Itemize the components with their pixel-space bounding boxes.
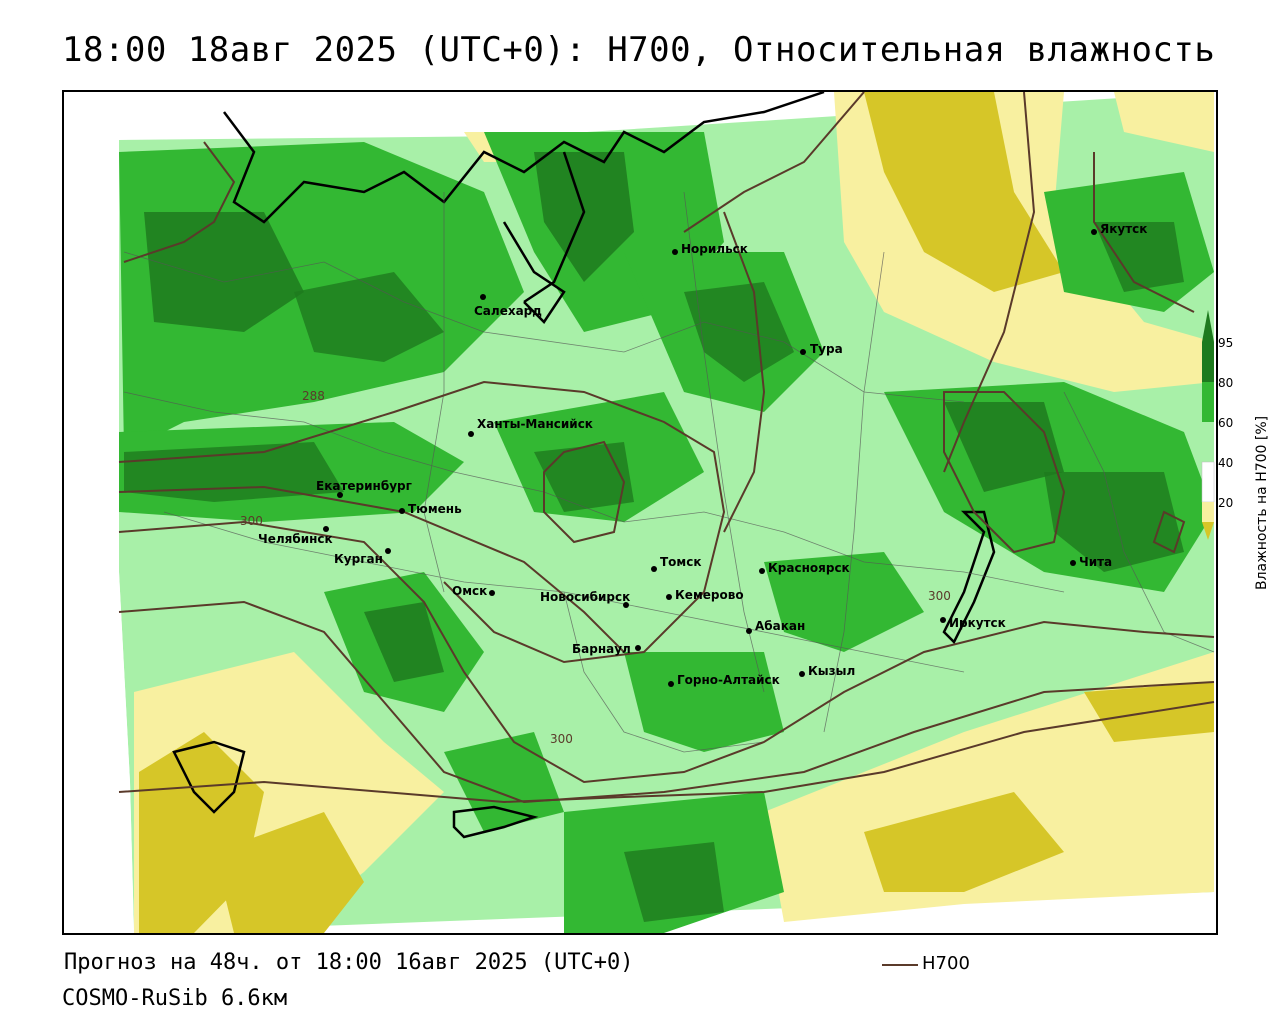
city-label: Екатеринбург bbox=[316, 479, 412, 493]
city-label: Новосибирск bbox=[540, 590, 630, 604]
colorbar-band-95 bbox=[1202, 342, 1214, 382]
contour-label: 300 bbox=[928, 589, 951, 603]
outside-domain-left bbox=[64, 92, 134, 933]
colorbar-tick: 40 bbox=[1218, 456, 1233, 470]
city-label: Тюмень bbox=[408, 502, 462, 516]
city-label: Тура bbox=[810, 342, 843, 356]
city-label: Барнаул bbox=[572, 642, 631, 656]
city-label: Горно-Алтайск bbox=[677, 673, 780, 687]
city-label: Якутск bbox=[1100, 222, 1147, 236]
humidity-map: 288 300 300 300 Якутск Норильск Салехард… bbox=[64, 92, 1215, 933]
map-title: 18:00 18авг 2025 (UTC+0): H700, Относите… bbox=[62, 30, 1216, 70]
colorbar-title: Влажность на H700 [%] bbox=[1254, 416, 1270, 590]
city-label: Омск bbox=[452, 584, 487, 598]
admin-borders bbox=[123, 191, 1215, 753]
city-label: Ханты-Мансийск bbox=[477, 417, 593, 431]
contour-label: 288 bbox=[302, 389, 325, 403]
colorbar-top-triangle bbox=[1202, 310, 1214, 342]
h700-legend-line bbox=[882, 964, 918, 966]
city-label: Томск bbox=[660, 555, 702, 569]
colorbar-tick: 95 bbox=[1218, 336, 1233, 350]
moist-regions bbox=[119, 132, 1214, 933]
city-label: Иркутск bbox=[949, 616, 1006, 630]
forecast-info: Прогноз на 48ч. от 18:00 16авг 2025 (UTC… bbox=[64, 950, 634, 975]
city-label: Челябинск bbox=[258, 532, 333, 546]
city-label: Курган bbox=[334, 552, 383, 566]
colorbar-band-80 bbox=[1202, 382, 1214, 422]
city-label: Кызыл bbox=[808, 664, 855, 678]
model-info: COSMO-RuSib 6.6км bbox=[62, 986, 288, 1011]
cities: Якутск Норильск Салехард Тура Ханты-Манс… bbox=[258, 222, 1147, 687]
colorbar-band-40 bbox=[1201, 461, 1215, 503]
colorbar-tick: 60 bbox=[1218, 416, 1233, 430]
map-frame: 288 300 300 300 Якутск Норильск Салехард… bbox=[62, 90, 1218, 935]
city-label: Чита bbox=[1079, 555, 1112, 569]
colorbar-tick: 20 bbox=[1218, 496, 1233, 510]
h700-legend-label: H700 bbox=[922, 953, 970, 974]
h700-contours bbox=[118, 92, 1215, 804]
city-label: Норильск bbox=[681, 242, 748, 256]
humidity-colorbar: 95 80 60 40 20 Влажность на H700 [%] bbox=[1201, 310, 1270, 590]
contour-label: 300 bbox=[550, 732, 573, 746]
colorbar-band-20 bbox=[1202, 502, 1214, 522]
contour-labels: 288 300 300 300 bbox=[240, 389, 951, 746]
city-label: Салехард bbox=[474, 304, 542, 318]
colorbar-tick: 80 bbox=[1218, 376, 1233, 390]
city-label: Кемерово bbox=[675, 588, 744, 602]
contour-label: 300 bbox=[240, 514, 263, 528]
city-label: Красноярск bbox=[768, 561, 850, 575]
colorbar-band-60 bbox=[1202, 422, 1214, 462]
dry-regions bbox=[134, 92, 1214, 933]
colorbar-bottom-triangle bbox=[1202, 522, 1214, 540]
city-label: Абакан bbox=[755, 619, 805, 633]
